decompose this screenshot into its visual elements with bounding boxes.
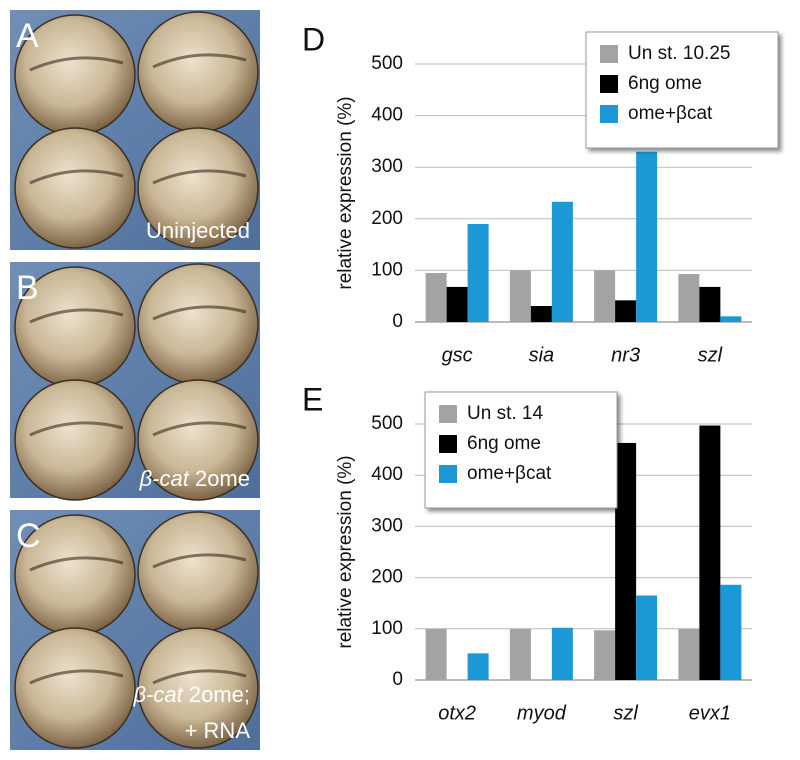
x-tick-label: gsc	[442, 344, 473, 366]
panel-letter: B	[16, 269, 39, 307]
embryo-groove	[29, 669, 124, 685]
legend-swatch	[439, 405, 457, 423]
caption-text: 2ome	[189, 466, 250, 491]
embryo	[14, 627, 136, 749]
y-tick-label: 300	[371, 156, 403, 177]
y-tick-label: 400	[371, 105, 403, 126]
panel-letter: D	[302, 21, 325, 57]
x-tick-label: szl	[698, 344, 723, 366]
embryo-groove	[152, 305, 247, 321]
legend-label: Un st. 14	[467, 403, 543, 424]
embryo-groove	[29, 169, 124, 185]
embryo-groove	[152, 53, 247, 69]
embryo	[14, 127, 136, 249]
panel-letter: C	[16, 517, 41, 555]
y-tick-label: 500	[371, 53, 403, 74]
embryo-groove	[29, 56, 124, 72]
legend-swatch	[600, 75, 618, 93]
legend-label: ome+βcat	[467, 463, 552, 484]
legend-swatch	[600, 105, 618, 123]
legend-label: Un st. 10.25	[628, 43, 730, 64]
caption-text: β-cat	[139, 466, 190, 491]
bar	[509, 628, 531, 680]
legend-label: 6ng ome	[467, 433, 541, 454]
embryo-groove	[29, 421, 124, 437]
embryo-groove	[29, 556, 124, 572]
legend-swatch	[600, 45, 618, 63]
bar	[615, 442, 637, 680]
embryo-groove	[152, 421, 247, 437]
photo-caption: β-cat 2ome;	[132, 682, 250, 707]
bar	[636, 595, 658, 680]
legend-label: 6ng ome	[628, 73, 702, 94]
photo-caption: + RNA	[185, 718, 251, 743]
embryo	[137, 511, 259, 633]
bar	[551, 627, 573, 680]
x-tick-label: otx2	[438, 702, 476, 724]
bar	[551, 201, 573, 322]
x-tick-label: myod	[517, 702, 567, 724]
bar	[699, 286, 721, 322]
x-tick-label: sia	[529, 344, 555, 366]
y-tick-label: 500	[371, 413, 403, 434]
photo-caption: Uninjected	[146, 218, 250, 243]
embryo-groove	[152, 169, 247, 185]
embryo	[137, 627, 259, 749]
y-tick-label: 100	[371, 259, 403, 280]
bar	[594, 630, 616, 680]
embryo-groove	[29, 308, 124, 324]
bar	[699, 425, 721, 680]
legend-label: ome+βcat	[628, 103, 713, 124]
embryo	[137, 379, 259, 501]
bar	[678, 628, 700, 680]
bar	[425, 628, 447, 680]
bar	[425, 272, 447, 322]
panel-letter: E	[302, 381, 323, 417]
bar	[636, 151, 658, 322]
bar	[720, 584, 742, 680]
caption-text: β-cat	[132, 682, 183, 707]
bar	[509, 270, 531, 322]
embryo	[137, 263, 259, 385]
x-tick-label: evx1	[689, 702, 731, 724]
embryo-groove	[152, 553, 247, 569]
y-tick-label: 400	[371, 464, 403, 485]
caption-text: 2ome;	[183, 682, 250, 707]
y-axis-label: relative expression (%)	[335, 455, 356, 648]
bar	[678, 274, 700, 322]
y-tick-label: 200	[371, 208, 403, 229]
y-tick-label: 100	[371, 618, 403, 639]
x-tick-label: szl	[613, 702, 638, 724]
y-axis-label: relative expression (%)	[335, 96, 356, 289]
bar	[467, 653, 489, 680]
legend-swatch	[439, 435, 457, 453]
y-tick-label: 300	[371, 515, 403, 536]
embryo-groove	[152, 669, 247, 685]
bar	[446, 286, 468, 322]
caption-text: Uninjected	[146, 218, 250, 243]
bar	[720, 316, 742, 322]
caption-text: + RNA	[185, 718, 251, 743]
y-tick-label: 0	[392, 669, 403, 690]
y-tick-label: 0	[392, 311, 403, 332]
legend-swatch	[439, 465, 457, 483]
embryo	[14, 379, 136, 501]
embryo	[137, 11, 259, 133]
panel-letter: A	[16, 17, 39, 55]
bar	[594, 270, 616, 322]
bar	[467, 223, 489, 322]
bar	[530, 306, 552, 322]
photo-caption: β-cat 2ome	[139, 466, 250, 491]
x-tick-label: nr3	[611, 344, 640, 366]
y-tick-label: 200	[371, 567, 403, 588]
bar	[615, 300, 637, 322]
embryo	[137, 127, 259, 249]
